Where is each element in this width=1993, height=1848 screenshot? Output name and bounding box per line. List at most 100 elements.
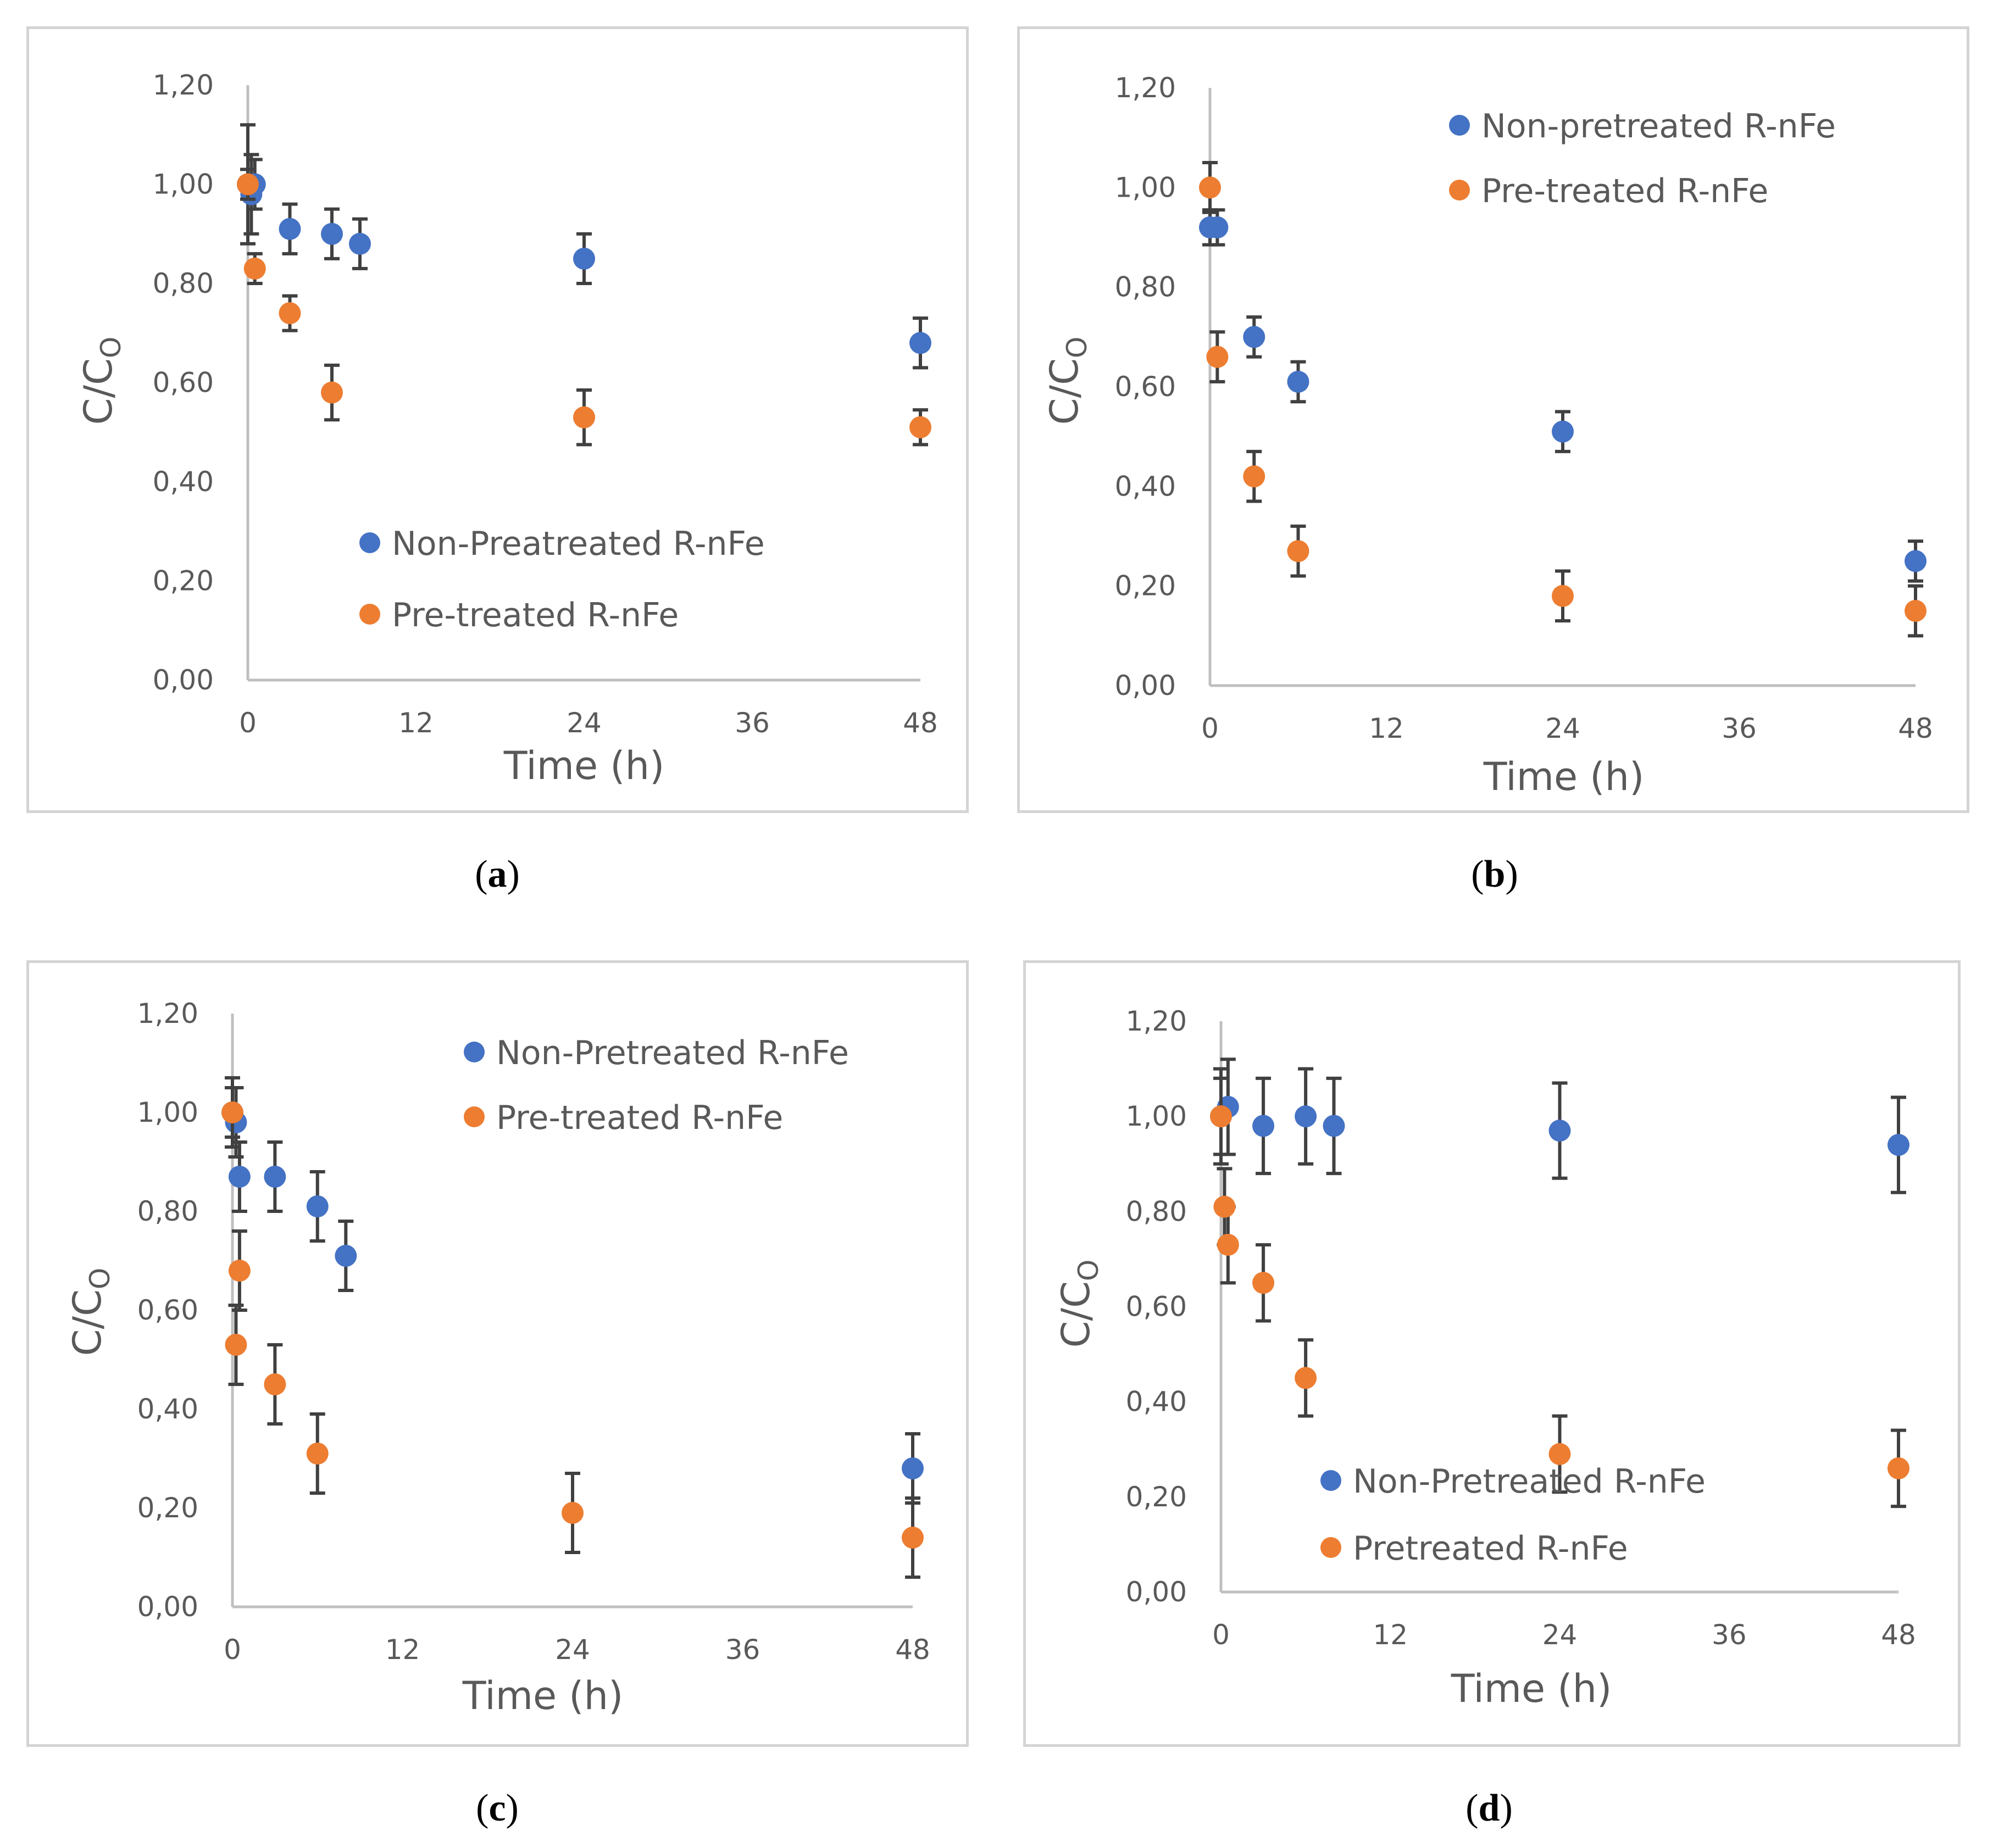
data-point-series-2 xyxy=(279,302,301,325)
data-point-series-2 xyxy=(225,1334,247,1356)
y-tick-label: 0,20 xyxy=(153,565,214,597)
data-point-series-2 xyxy=(221,1101,243,1123)
y-tick-label: 0,40 xyxy=(137,1393,198,1425)
data-point-series-2 xyxy=(1295,1367,1317,1389)
x-tick-label: 48 xyxy=(895,1634,930,1666)
y-axis-title-main: C/C xyxy=(65,1289,110,1356)
x-tick-label: 24 xyxy=(567,707,602,739)
x-tick-label: 36 xyxy=(735,707,770,739)
legend-label-series-1: Non-Pretreated R-nFe xyxy=(496,1034,849,1072)
data-point-series-2 xyxy=(902,1527,924,1549)
y-axis-title-subscript: O xyxy=(1073,1260,1104,1281)
x-tick-label: 48 xyxy=(1898,713,1933,744)
x-tick-label: 0 xyxy=(224,1634,241,1666)
data-point-series-1 xyxy=(1206,216,1229,238)
data-point-series-2 xyxy=(1199,176,1221,199)
data-point-series-2 xyxy=(306,1443,329,1465)
x-tick-label: 12 xyxy=(398,707,434,739)
legend-marker-series-1 xyxy=(359,532,380,553)
y-tick-label: 0,20 xyxy=(1126,1481,1187,1513)
data-point-series-2 xyxy=(1552,585,1574,607)
chart-panel-d: 0,00 0,20 0,40 0,60 0,80 1,00 1,20 0 12 24 36 48 Tim… xyxy=(1023,960,1961,1747)
chart-svg-a: 0,00 0,20 0,40 0,60 0,80 1,00 1,20 0 12 24 36 48 Tim… xyxy=(76,69,938,788)
y-axis-title: C/CO xyxy=(1042,337,1093,425)
data-point-series-2 xyxy=(562,1502,584,1524)
data-point-series-1 xyxy=(1287,370,1309,393)
y-tick-label: 1,20 xyxy=(1126,1005,1187,1037)
data-point-series-2 xyxy=(1206,346,1229,368)
y-axis-title-main: C/C xyxy=(76,358,121,425)
chart-svg-b: 0,00 0,20 0,40 0,60 0,80 1,00 1,20 0 12 24 36 48 Tim… xyxy=(1042,72,1933,799)
y-axis-title-main: C/C xyxy=(1053,1281,1098,1348)
data-point-series-2 xyxy=(909,416,931,438)
y-tick-label: 0,80 xyxy=(1115,271,1176,303)
legend-marker-series-1 xyxy=(1449,115,1470,136)
data-point-series-1 xyxy=(1323,1115,1345,1137)
y-tick-label: 0,20 xyxy=(1115,570,1176,602)
legend-marker-series-2 xyxy=(1449,180,1470,201)
chart-panel-b: 0,00 0,20 0,40 0,60 0,80 1,00 1,20 0 12 24 36 48 Tim… xyxy=(1017,26,1969,813)
y-tick-label: 0,80 xyxy=(153,268,214,299)
y-tick-label: 1,00 xyxy=(1115,171,1176,203)
data-point-series-1 xyxy=(1887,1134,1909,1156)
data-point-series-1 xyxy=(306,1195,329,1217)
data-point-series-1 xyxy=(909,332,931,354)
x-tick-label: 48 xyxy=(903,707,938,739)
data-point-series-2 xyxy=(1243,465,1265,488)
x-axis-title: Time (h) xyxy=(1451,1666,1612,1711)
legend-marker-series-2 xyxy=(359,604,380,625)
legend-label-series-1: Non-Pretreated R-nFe xyxy=(1353,1462,1706,1501)
data-point-series-1 xyxy=(321,222,343,245)
legend-label-series-2: Pre-treated R-nFe xyxy=(1481,172,1768,210)
x-tick-label: 0 xyxy=(1201,713,1219,744)
data-point-series-2 xyxy=(573,406,595,428)
x-axis-title: Time (h) xyxy=(462,1673,624,1718)
y-tick-label: 1,20 xyxy=(153,69,214,101)
x-tick-label: 24 xyxy=(1542,1619,1578,1651)
x-tick-label: 48 xyxy=(1881,1619,1916,1651)
data-point-series-2 xyxy=(1887,1457,1909,1479)
y-tick-label: 0,00 xyxy=(1115,670,1176,702)
y-tick-label: 1,00 xyxy=(1126,1100,1187,1132)
x-tick-label: 24 xyxy=(555,1634,590,1666)
y-tick-label: 0,60 xyxy=(153,367,214,399)
chart-panel-c: 0,00 0,20 0,40 0,60 0,80 1,00 1,20 0 12 24 36 48 Tim… xyxy=(26,960,969,1747)
legend-label-series-2: Pre-treated R-nFe xyxy=(392,596,679,634)
x-tick-label: 12 xyxy=(1373,1619,1408,1651)
caption-d: (d) xyxy=(1465,1787,1513,1829)
x-tick-label: 0 xyxy=(1212,1619,1230,1651)
y-axis-title-subscript: O xyxy=(95,337,127,358)
data-point-series-1 xyxy=(1252,1115,1275,1137)
y-axis-title-subscript: O xyxy=(84,1268,116,1289)
x-tick-label: 36 xyxy=(725,1634,760,1666)
y-tick-label: 0,00 xyxy=(1126,1576,1187,1608)
y-tick-label: 0,00 xyxy=(153,664,214,696)
legend-marker-series-1 xyxy=(464,1042,485,1062)
x-tick-label: 0 xyxy=(239,707,257,739)
y-tick-label: 0,20 xyxy=(137,1492,198,1524)
y-tick-label: 1,00 xyxy=(137,1096,198,1128)
caption-a: (a) xyxy=(475,853,520,895)
data-point-series-1 xyxy=(279,218,301,240)
data-point-series-1 xyxy=(1552,420,1574,443)
y-tick-label: 0,00 xyxy=(137,1591,198,1623)
data-point-series-2 xyxy=(228,1260,251,1282)
y-tick-label: 0,40 xyxy=(1126,1386,1187,1418)
legend-label-series-2: Pretreated R-nFe xyxy=(1353,1529,1628,1568)
y-tick-label: 0,60 xyxy=(137,1294,198,1326)
data-point-series-1 xyxy=(335,1245,357,1267)
y-tick-label: 0,80 xyxy=(1126,1195,1187,1227)
x-tick-label: 36 xyxy=(1722,713,1757,744)
legend-marker-series-1 xyxy=(1320,1470,1341,1491)
y-tick-label: 0,80 xyxy=(137,1195,198,1227)
y-tick-label: 0,40 xyxy=(153,466,214,498)
y-tick-label: 0,60 xyxy=(1115,371,1176,403)
x-tick-label: 12 xyxy=(385,1634,420,1666)
data-point-series-1 xyxy=(1243,326,1265,348)
y-axis-title: C/CO xyxy=(1053,1260,1104,1348)
x-tick-label: 24 xyxy=(1545,713,1580,744)
legend-marker-series-2 xyxy=(1320,1537,1341,1558)
data-point-series-2 xyxy=(243,257,266,280)
legend-label-series-1: Non-pretreated R-nFe xyxy=(1481,107,1836,146)
data-point-series-1 xyxy=(573,247,595,270)
